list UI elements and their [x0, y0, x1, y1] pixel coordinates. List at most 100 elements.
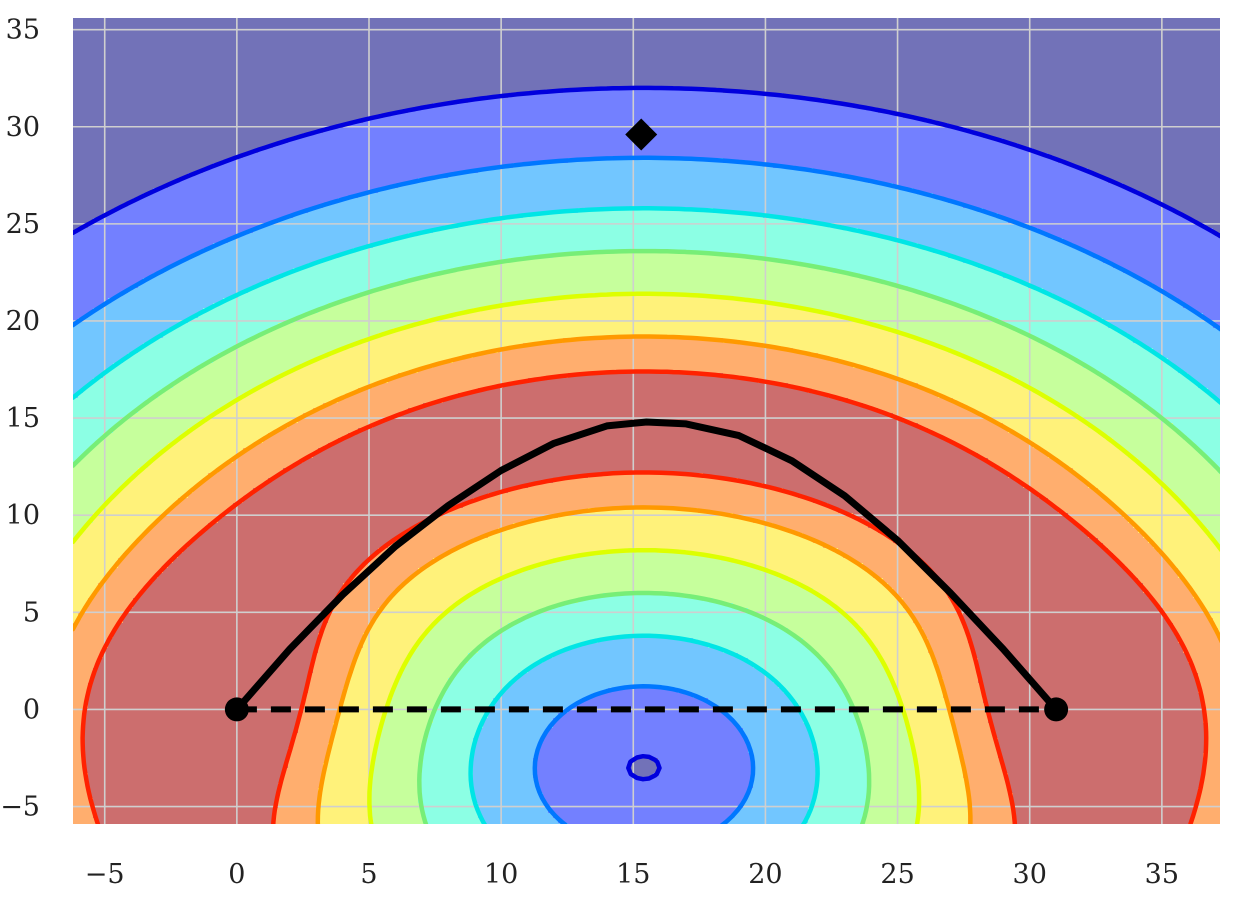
- contour-cell: [988, 108, 994, 114]
- contour-cell: [233, 78, 239, 84]
- contour-cell: [178, 108, 184, 114]
- contour-cell: [108, 63, 114, 69]
- contour-cell: [788, 63, 794, 69]
- contour-cell: [83, 68, 89, 74]
- contour-cell: [1073, 98, 1079, 104]
- contour-cell: [1058, 23, 1064, 29]
- contour-cell: [758, 68, 764, 74]
- contour-cell: [753, 43, 759, 49]
- contour-cell: [718, 108, 724, 114]
- contour-cell: [163, 58, 169, 64]
- contour-cell: [533, 108, 539, 114]
- contour-cell: [1188, 58, 1194, 64]
- contour-cell: [923, 43, 929, 49]
- contour-cell: [1063, 93, 1069, 99]
- contour-cell: [208, 58, 214, 64]
- contour-cell: [288, 58, 294, 64]
- contour-cell: [883, 73, 889, 79]
- contour-cell: [223, 58, 229, 64]
- contour-cell: [948, 18, 954, 24]
- contour-cell: [1143, 18, 1149, 24]
- contour-cell: [163, 93, 169, 99]
- contour-cell: [83, 63, 89, 69]
- contour-cell: [973, 103, 979, 109]
- contour-cell: [823, 63, 829, 69]
- contour-cell: [933, 58, 939, 64]
- contour-cell: [443, 18, 449, 24]
- contour-cell: [858, 88, 864, 94]
- contour-cell: [568, 18, 574, 24]
- contour-cell: [813, 88, 819, 94]
- contour-cell: [168, 38, 174, 44]
- contour-cell: [183, 88, 189, 94]
- contour-cell: [848, 113, 854, 119]
- contour-cell: [983, 58, 989, 64]
- contour-cell: [438, 108, 444, 114]
- contour-cell: [123, 108, 129, 114]
- contour-cell: [993, 68, 999, 74]
- contour-cell: [1113, 18, 1119, 24]
- contour-cell: [528, 103, 534, 109]
- contour-cell: [718, 73, 724, 79]
- contour-cell: [468, 103, 474, 109]
- contour-cell: [708, 58, 714, 64]
- contour-cell: [423, 58, 429, 64]
- contour-cell: [528, 98, 534, 104]
- contour-cell: [1188, 98, 1194, 104]
- contour-cell: [353, 58, 359, 64]
- contour-cell: [328, 98, 334, 104]
- contour-cell: [548, 83, 554, 89]
- contour-cell: [708, 68, 714, 74]
- contour-cell: [248, 53, 254, 59]
- contour-cell: [453, 18, 459, 24]
- contour-cell: [573, 78, 579, 84]
- contour-cell: [128, 113, 134, 119]
- contour-cell: [438, 28, 444, 34]
- contour-cell: [248, 48, 254, 54]
- contour-cell: [378, 68, 384, 74]
- contour-cell: [1028, 68, 1034, 74]
- contour-cell: [513, 68, 519, 74]
- contour-cell: [898, 98, 904, 104]
- contour-cell: [348, 108, 354, 114]
- contour-cell: [923, 53, 929, 59]
- contour-cell: [803, 28, 809, 34]
- contour-cell: [308, 78, 314, 84]
- contour-cell: [588, 113, 594, 119]
- contour-cell: [1183, 43, 1189, 49]
- contour-cell: [968, 108, 974, 114]
- contour-cell: [788, 68, 794, 74]
- contour-cell: [1088, 68, 1094, 74]
- contour-cell: [278, 43, 284, 49]
- contour-cell: [613, 93, 619, 99]
- contour-cell: [643, 93, 649, 99]
- contour-cell: [1208, 33, 1214, 39]
- contour-cell: [1173, 113, 1179, 119]
- contour-cell: [993, 73, 999, 79]
- contour-cell: [418, 73, 424, 79]
- contour-cell: [848, 68, 854, 74]
- contour-cell: [978, 68, 984, 74]
- contour-cell: [373, 83, 379, 89]
- contour-cell: [443, 43, 449, 49]
- contour-cell: [1088, 38, 1094, 44]
- contour-cell: [828, 33, 834, 39]
- contour-cell: [728, 113, 734, 119]
- contour-cell: [1188, 108, 1194, 114]
- contour-cell: [1073, 18, 1079, 24]
- contour-cell: [713, 28, 719, 34]
- contour-cell: [873, 63, 879, 69]
- contour-cell: [753, 23, 759, 29]
- contour-cell: [578, 103, 584, 109]
- contour-cell: [1133, 58, 1139, 64]
- contour-cell: [1083, 48, 1089, 54]
- contour-cell: [698, 33, 704, 39]
- contour-cell: [548, 93, 554, 99]
- contour-cell: [1123, 108, 1129, 114]
- contour-cell: [158, 28, 164, 34]
- contour-cell: [648, 108, 654, 114]
- contour-cell: [583, 68, 589, 74]
- contour-cell: [153, 83, 159, 89]
- contour-cell: [608, 48, 614, 54]
- contour-cell: [783, 103, 789, 109]
